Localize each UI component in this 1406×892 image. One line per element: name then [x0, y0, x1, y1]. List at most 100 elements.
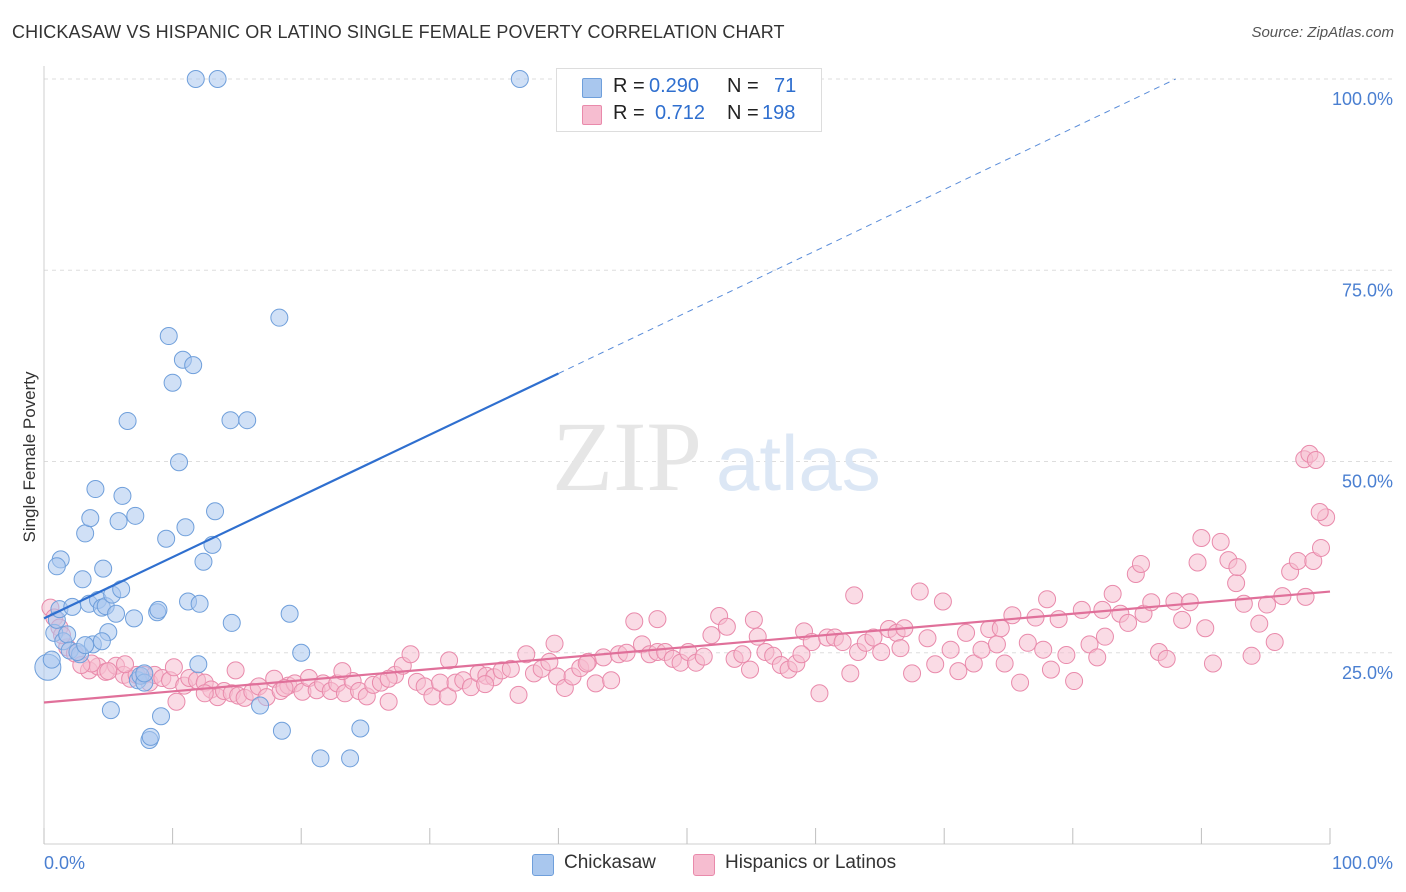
y-axis-label: Single Female Poverty [20, 371, 39, 543]
data-point-hispanics [1103, 584, 1122, 603]
data-point-hispanics [438, 687, 457, 706]
legend-r-value: 0.712 [655, 102, 706, 124]
legend-n-value: 198 [762, 102, 796, 124]
legend-swatch-blue [532, 854, 554, 876]
data-point-chickasaw [47, 557, 66, 576]
data-point-chickasaw [292, 643, 311, 662]
data-point-chickasaw [280, 604, 299, 623]
data-point-chickasaw [92, 632, 111, 651]
correlation-legend: R = 0.290 N = 71 R = 0.712 N = 198 [556, 68, 822, 132]
axes [43, 66, 1331, 845]
data-point-chickasaw [76, 636, 95, 655]
data-point-hispanics [1057, 646, 1076, 665]
data-point-hispanics [1038, 590, 1057, 609]
data-point-hispanics [733, 645, 752, 664]
data-point-chickasaw [251, 696, 270, 715]
data-point-chickasaw [510, 70, 529, 88]
data-point-chickasaw [141, 727, 160, 746]
data-point-hispanics [1310, 502, 1329, 521]
chart-title: CHICKASAW VS HISPANIC OR LATINO SINGLE F… [12, 22, 785, 42]
data-point-chickasaw [152, 707, 171, 726]
data-point-hispanics [648, 610, 667, 629]
legend-row-hispanics: R = 0.712 N = 198 [557, 100, 821, 128]
data-point-hispanics [1203, 654, 1222, 673]
data-point-hispanics [1034, 640, 1053, 659]
data-point-hispanics [1018, 633, 1037, 652]
y-tick-label: 75.0% [1342, 280, 1393, 300]
data-point-hispanics [116, 655, 135, 674]
data-point-chickasaw [149, 600, 168, 619]
data-point-hispanics [1165, 592, 1184, 611]
data-point-hispanics [1119, 613, 1138, 632]
data-point-chickasaw [118, 411, 137, 430]
data-point-chickasaw [42, 650, 61, 669]
data-point-hispanics [1296, 587, 1315, 606]
data-point-chickasaw [208, 70, 227, 88]
data-point-hispanics [910, 582, 929, 601]
data-point-chickasaw [73, 570, 92, 589]
source-label: Source: ZipAtlas.com [1251, 24, 1394, 41]
data-point-chickasaw [81, 509, 100, 528]
data-point-hispanics [949, 662, 968, 681]
data-point-hispanics [1250, 614, 1269, 633]
data-point-hispanics [841, 664, 860, 683]
data-point-hispanics [401, 645, 420, 664]
data-point-hispanics [1196, 619, 1215, 638]
data-point-hispanics [1065, 672, 1084, 691]
data-point-chickasaw [76, 524, 95, 543]
data-point-hispanics [744, 610, 763, 629]
data-point-hispanics [625, 612, 644, 631]
data-point-hispanics [1072, 600, 1091, 619]
legend-r-label: R = [613, 75, 645, 97]
data-point-chickasaw [238, 411, 257, 430]
data-point-hispanics [1088, 648, 1107, 667]
data-point-hispanics [1131, 555, 1150, 574]
legend-n-label: N = [727, 102, 759, 124]
data-point-hispanics [717, 617, 736, 636]
data-point-hispanics [602, 671, 621, 690]
data-point-hispanics [995, 654, 1014, 673]
data-point-hispanics [1003, 606, 1022, 625]
data-point-chickasaw [221, 411, 240, 430]
data-point-hispanics [864, 628, 883, 647]
data-point-hispanics [991, 619, 1010, 638]
data-point-hispanics [379, 692, 398, 711]
data-point-hispanics [476, 675, 495, 694]
data-point-chickasaw [176, 518, 195, 537]
y-tick-label: 50.0% [1342, 472, 1393, 492]
data-point-hispanics [702, 626, 721, 645]
x-tick-label: 0.0% [44, 853, 85, 873]
data-point-hispanics [99, 662, 118, 681]
legend-swatch-blue [582, 78, 602, 98]
data-point-hispanics [1227, 574, 1246, 593]
data-point-hispanics [1049, 610, 1068, 629]
data-point-chickasaw [94, 559, 113, 578]
data-point-hispanics [933, 592, 952, 611]
data-point-chickasaw [190, 594, 209, 613]
series-chickasaw-points [34, 70, 529, 768]
data-point-hispanics [845, 586, 864, 605]
data-point-chickasaw [186, 70, 205, 88]
trend-line-hispanics [43, 590, 1331, 704]
data-point-chickasaw [101, 701, 120, 720]
data-point-hispanics [792, 645, 811, 664]
data-point-hispanics [1228, 558, 1247, 577]
data-point-hispanics [810, 684, 829, 703]
data-point-chickasaw [351, 719, 370, 738]
data-point-chickasaw [86, 480, 105, 499]
data-point-hispanics [379, 669, 398, 688]
legend-n-value: 71 [774, 75, 797, 97]
data-point-hispanics [964, 654, 983, 673]
data-point-hispanics [226, 661, 245, 680]
data-point-hispanics [741, 660, 760, 679]
trend-lines [43, 78, 1331, 704]
data-point-hispanics [941, 640, 960, 659]
data-point-chickasaw [270, 308, 289, 327]
data-point-hispanics [164, 658, 183, 677]
data-point-hispanics [1265, 633, 1284, 652]
data-point-hispanics [1288, 551, 1307, 570]
data-point-chickasaw [194, 552, 213, 571]
legend-swatch-pink [582, 105, 602, 125]
data-point-hispanics [1173, 610, 1192, 629]
